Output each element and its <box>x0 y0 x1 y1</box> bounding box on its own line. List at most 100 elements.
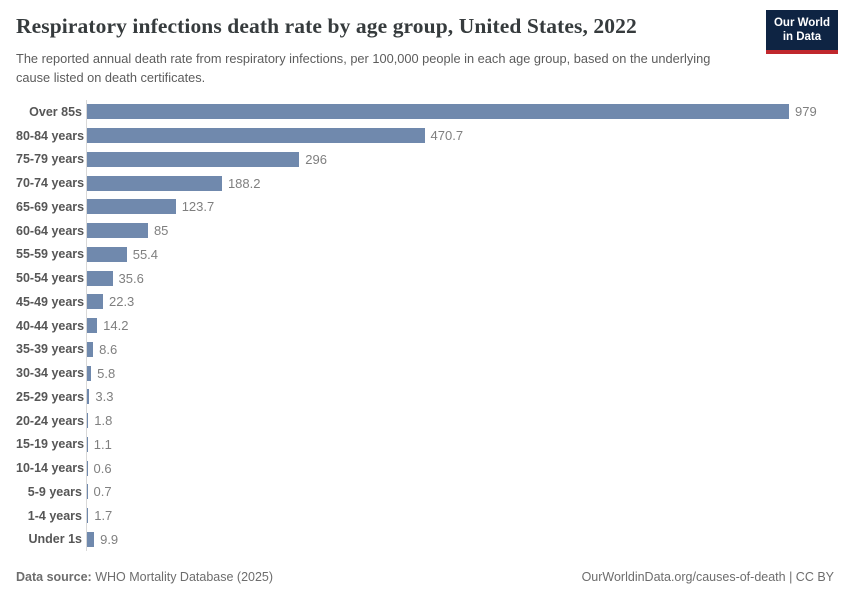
value-label: 14.2 <box>103 318 129 334</box>
page-title: Respiratory infections death rate by age… <box>16 14 637 38</box>
category-label: 40-44 years <box>16 318 85 333</box>
category-label: 55-59 years <box>16 247 85 262</box>
bar[interactable] <box>87 128 425 144</box>
license-note[interactable]: OurWorldinData.org/causes-of-death | CC … <box>581 570 834 584</box>
bar[interactable] <box>87 318 98 334</box>
category-label: 60-64 years <box>16 223 85 238</box>
plot-area: 22.3 <box>86 290 836 314</box>
data-source-label: Data source: <box>16 570 92 584</box>
chart-subtitle: The reported annual death rate from resp… <box>16 51 711 85</box>
category-label: 80-84 years <box>16 128 85 143</box>
value-label: 35.6 <box>118 270 144 286</box>
category-label: Under 1s <box>28 532 83 547</box>
value-label: 55.4 <box>132 246 159 262</box>
category-label: 65-69 years <box>16 199 85 214</box>
bar-row: 70-74 years 188.2 <box>16 171 836 195</box>
bar-row: 30-34 years 5.8 <box>16 361 836 385</box>
plot-area: 188.2 <box>86 171 836 195</box>
value-label: 22.3 <box>108 294 135 310</box>
bar[interactable] <box>87 365 92 381</box>
value-label: 0.7 <box>93 484 112 500</box>
bar[interactable] <box>87 341 94 357</box>
bar[interactable] <box>87 199 176 215</box>
chart-footer: Data source: WHO Mortality Database (202… <box>16 570 834 584</box>
value-label: 1.8 <box>94 413 113 429</box>
category-label: Over 85s <box>29 104 82 119</box>
bar-row: 80-84 years 470.7 <box>16 123 836 148</box>
value-label: 979 <box>795 104 817 120</box>
bar-row: 60-64 years 85 <box>16 218 836 243</box>
data-source-value: WHO Mortality Database (2025) <box>91 570 274 584</box>
bar-row: 10-14 years 0.6 <box>16 456 836 480</box>
value-label: 3.3 <box>95 389 114 405</box>
bar-row: 75-79 years 296 <box>16 147 836 172</box>
category-label: 10-14 years <box>16 461 85 476</box>
bar-row: 50-54 years 35.6 <box>16 266 836 290</box>
plot-area: 470.7 <box>86 123 836 148</box>
bar-row: 20-24 years 1.8 <box>16 408 836 433</box>
bar-row: Over 85s 979 <box>16 100 836 124</box>
bar-row: 15-19 years 1.1 <box>16 432 836 457</box>
bar[interactable] <box>87 508 89 524</box>
plot-area: 123.7 <box>86 195 836 219</box>
bar-row: Under 1s 9.9 <box>16 527 836 552</box>
bar[interactable] <box>87 413 89 429</box>
bar-row: 35-39 years 8.6 <box>16 337 836 362</box>
plot-area: 0.6 <box>86 456 836 480</box>
value-label: 470.7 <box>430 128 464 144</box>
category-label: 15-19 years <box>16 437 85 452</box>
plot-area: 85 <box>86 218 836 243</box>
bar[interactable] <box>87 246 127 262</box>
bar[interactable] <box>87 175 222 191</box>
bar-chart: Over 85s 979 80-84 years 470.7 75-79 years 29… <box>16 100 836 552</box>
bar-row: 25-29 years 3.3 <box>16 385 836 409</box>
value-label: 8.6 <box>99 341 118 357</box>
category-label: 45-49 years <box>16 294 85 309</box>
bar-row: 1-4 years 1.7 <box>16 503 836 528</box>
bar-row: 55-59 years 55.4 <box>16 242 836 267</box>
bar[interactable] <box>87 484 88 500</box>
bar[interactable] <box>87 270 113 286</box>
plot-area: 296 <box>86 147 836 172</box>
bar[interactable] <box>87 436 88 452</box>
bar[interactable] <box>87 460 88 476</box>
bar[interactable] <box>87 294 103 310</box>
bar[interactable] <box>87 531 95 547</box>
value-label: 123.7 <box>181 199 215 215</box>
owid-logo-line2: in Data <box>782 31 822 44</box>
plot-area: 1.1 <box>86 432 836 457</box>
value-label: 85 <box>153 223 169 239</box>
plot-area: 5.8 <box>86 361 836 385</box>
bar[interactable] <box>87 104 789 120</box>
category-label: 1-4 years <box>27 508 82 523</box>
value-label: 296 <box>305 151 327 167</box>
bar-row: 5-9 years 0.7 <box>16 480 836 504</box>
plot-area: 3.3 <box>86 385 836 409</box>
owid-logo[interactable]: Our World in Data <box>765 10 838 54</box>
category-label: 75-79 years <box>16 152 85 167</box>
plot-area: 9.9 <box>86 527 836 552</box>
category-label: 30-34 years <box>16 366 85 381</box>
plot-area: 55.4 <box>86 242 836 267</box>
bar[interactable] <box>87 223 148 239</box>
plot-area: 1.7 <box>86 503 836 528</box>
bar-row: 45-49 years 22.3 <box>16 290 836 314</box>
value-label: 9.9 <box>100 531 119 547</box>
plot-area: 979 <box>86 100 836 124</box>
value-label: 188.2 <box>227 175 261 191</box>
category-label: 50-54 years <box>16 271 85 286</box>
bar[interactable] <box>87 389 90 405</box>
value-label: 1.7 <box>94 508 113 524</box>
bar-row: 40-44 years 14.2 <box>16 313 836 338</box>
value-label: 1.1 <box>93 436 112 452</box>
bar[interactable] <box>87 151 300 167</box>
plot-area: 14.2 <box>86 313 836 338</box>
category-label: 20-24 years <box>16 413 85 428</box>
plot-area: 8.6 <box>86 337 836 362</box>
plot-area: 1.8 <box>86 408 836 433</box>
owid-logo-line1: Our World <box>773 17 830 29</box>
category-label: 70-74 years <box>16 176 85 191</box>
value-label: 5.8 <box>97 365 116 381</box>
plot-area: 35.6 <box>86 266 836 290</box>
